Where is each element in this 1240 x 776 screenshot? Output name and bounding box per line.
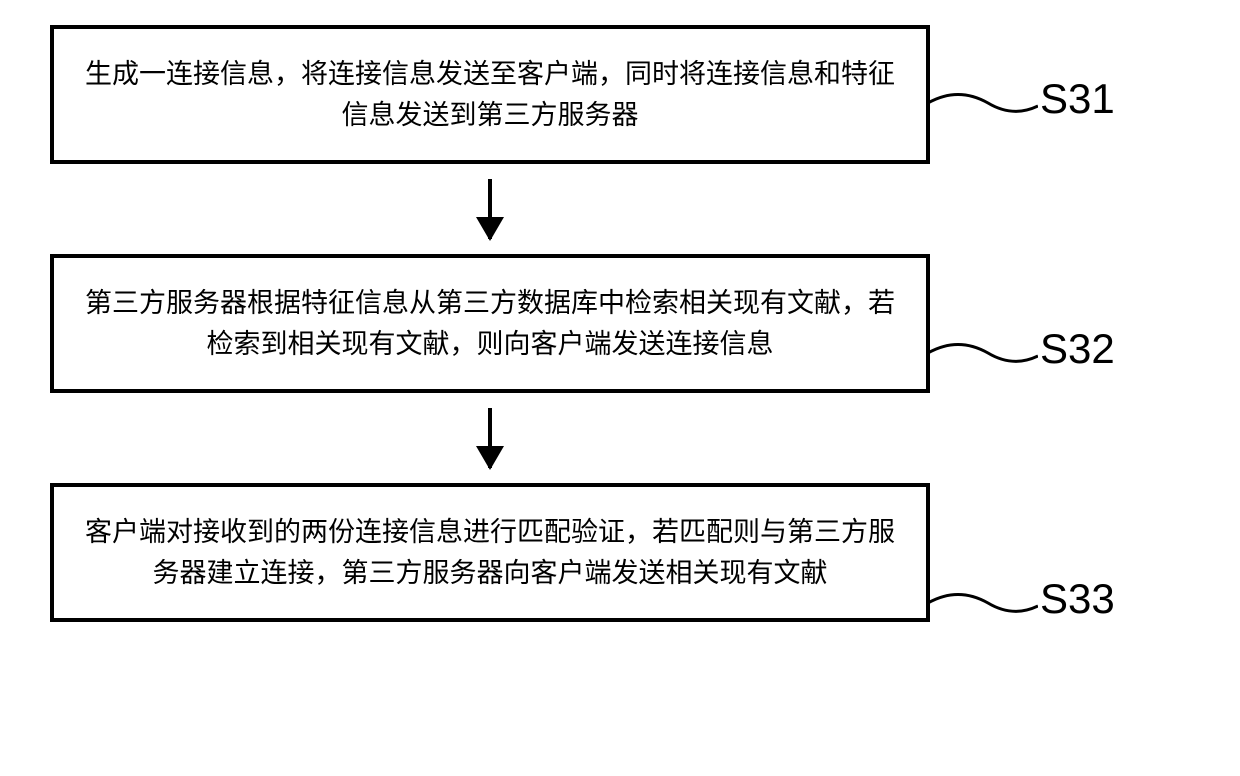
arrow-container-2 bbox=[50, 393, 930, 483]
connector-2 bbox=[928, 338, 1038, 368]
step-text-2: 第三方服务器根据特征信息从第三方数据库中检索相关现有文献，若检索到相关现有文献，… bbox=[84, 283, 896, 364]
step-box-3: 客户端对接收到的两份连接信息进行匹配验证，若匹配则与第三方服务器建立连接，第三方… bbox=[50, 483, 930, 622]
arrow-container-1 bbox=[50, 164, 930, 254]
arrow-2 bbox=[488, 408, 492, 468]
connector-1 bbox=[928, 88, 1038, 118]
step-box-1: 生成一连接信息，将连接信息发送至客户端，同时将连接信息和特征信息发送到第三方服务… bbox=[50, 25, 930, 164]
arrow-1 bbox=[488, 179, 492, 239]
label-s32: S32 bbox=[1040, 325, 1115, 373]
arrow-head-1 bbox=[476, 217, 504, 241]
arrow-head-2 bbox=[476, 446, 504, 470]
label-s31: S31 bbox=[1040, 75, 1115, 123]
step-text-1: 生成一连接信息，将连接信息发送至客户端，同时将连接信息和特征信息发送到第三方服务… bbox=[84, 54, 896, 135]
step-text-3: 客户端对接收到的两份连接信息进行匹配验证，若匹配则与第三方服务器建立连接，第三方… bbox=[84, 512, 896, 593]
step-box-2: 第三方服务器根据特征信息从第三方数据库中检索相关现有文献，若检索到相关现有文献，… bbox=[50, 254, 930, 393]
connector-3 bbox=[928, 588, 1038, 618]
label-s33: S33 bbox=[1040, 575, 1115, 623]
